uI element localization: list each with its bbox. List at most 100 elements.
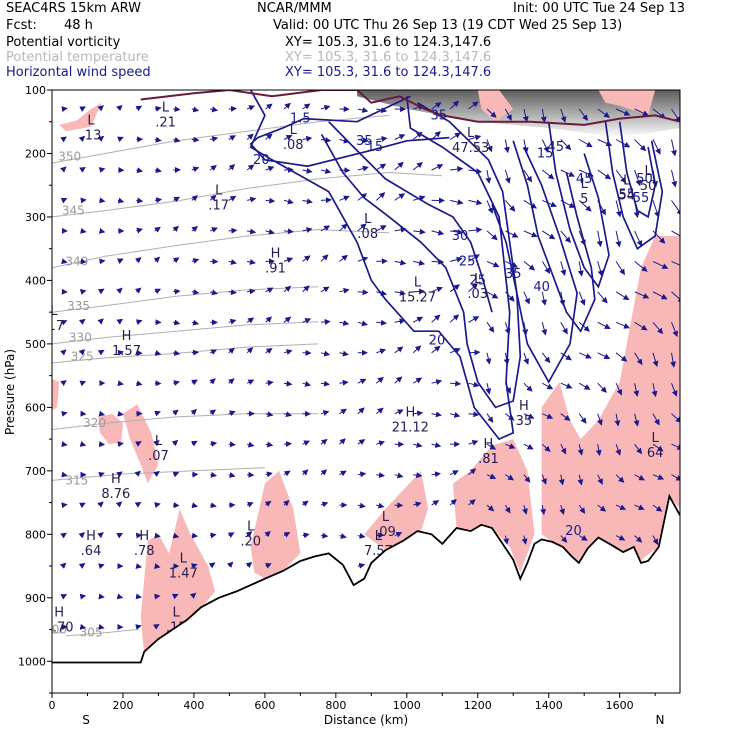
marker-type: L xyxy=(644,164,652,179)
wind-vector xyxy=(486,200,494,214)
pv-shade-region xyxy=(98,413,123,445)
x-tick-label: 800 xyxy=(325,699,346,712)
wind-vector xyxy=(577,474,584,486)
wind-vector xyxy=(523,169,533,183)
wind-vector xyxy=(60,136,67,143)
wind-vector xyxy=(245,561,253,569)
wind-vector xyxy=(542,413,554,419)
wind-vector xyxy=(302,532,310,539)
wind-vector xyxy=(246,133,254,140)
wind-vector xyxy=(376,472,385,479)
theta-contour-label: 335 xyxy=(67,299,90,313)
wind-vector xyxy=(154,136,162,143)
wind-vector xyxy=(265,228,275,235)
marker-type: L xyxy=(247,520,255,535)
wind-vector xyxy=(135,532,143,539)
pv-shade-region xyxy=(364,470,429,551)
wind-vector xyxy=(375,192,386,201)
wind-vector xyxy=(136,227,143,234)
pv-extremum-marker: H7.70 xyxy=(52,605,74,635)
wind-vector xyxy=(468,227,483,234)
marker-type: L xyxy=(364,212,372,227)
marker-type: L xyxy=(581,177,589,192)
marker-type: L xyxy=(623,174,631,189)
marker-value: .17 xyxy=(208,198,229,213)
wind-vector xyxy=(578,504,586,514)
wind-vector xyxy=(597,382,607,393)
x-tick-label: 600 xyxy=(254,699,275,712)
pv-extremum-marker: L.17 xyxy=(52,304,64,334)
wind-vector xyxy=(153,440,160,447)
wind-vector xyxy=(339,379,349,386)
wind-vector xyxy=(485,169,492,184)
wind-vector xyxy=(189,592,197,599)
wind-vector xyxy=(560,535,568,543)
wind-vector xyxy=(522,504,528,515)
wind-speed-contour xyxy=(512,140,596,333)
wind-vector xyxy=(116,593,124,600)
wind-vector xyxy=(542,199,557,208)
wind-vector xyxy=(302,198,313,205)
wind-vector xyxy=(301,469,309,476)
wind-vector xyxy=(60,197,68,204)
wind-vector xyxy=(412,377,423,384)
wind-vector xyxy=(78,135,86,143)
marker-value: 50 xyxy=(640,179,657,194)
wind-vector xyxy=(394,289,406,296)
contour-label: 15 xyxy=(537,146,554,161)
wind-vector xyxy=(503,535,510,545)
field-theta-name: Potential temperature xyxy=(6,50,149,65)
wind-vector xyxy=(485,352,492,365)
marker-value: .81 xyxy=(478,452,499,467)
wind-vector xyxy=(633,413,640,427)
wind-vector xyxy=(652,504,663,512)
pv-extremum-marker: L.21 xyxy=(155,101,176,131)
marker-value: 35 xyxy=(516,414,533,429)
wind-vector xyxy=(61,106,68,113)
center-name: NCAR/MMM xyxy=(257,1,332,16)
y-tick-label: 800 xyxy=(25,528,46,541)
x-end-label-south: S xyxy=(82,713,90,727)
wind-vector xyxy=(265,103,273,110)
wind-vector xyxy=(228,472,236,478)
y-tick-label: 400 xyxy=(25,274,46,287)
wind-vector xyxy=(652,535,659,545)
y-axis-title: Pressure (hPa) xyxy=(3,349,17,435)
wind-vector xyxy=(117,410,124,417)
wind-vector xyxy=(357,471,367,478)
wind-vector xyxy=(264,530,271,538)
pv-shade-region xyxy=(477,90,514,122)
wind-vector xyxy=(578,321,590,332)
wind-vector xyxy=(542,230,556,240)
pv-extremum-marker: H35 xyxy=(516,399,533,429)
wind-vector xyxy=(431,229,445,236)
wind-vector xyxy=(136,197,144,204)
wind-vector xyxy=(97,105,104,112)
wind-vector xyxy=(670,352,677,368)
wind-vector xyxy=(115,501,123,508)
wind-vector xyxy=(560,108,567,123)
marker-type: H xyxy=(54,605,64,620)
theta-contour-label: 315 xyxy=(65,473,88,487)
wind-vector xyxy=(154,197,163,204)
wind-vector xyxy=(117,197,125,204)
y-tick-label: 600 xyxy=(25,401,46,414)
wind-vector xyxy=(228,135,236,141)
wind-vector xyxy=(61,258,68,265)
marker-value: 64 xyxy=(647,446,664,461)
contour-label: 55 xyxy=(633,191,650,206)
wind-vector xyxy=(97,318,104,325)
contour-label: 1.5 xyxy=(290,112,311,127)
wind-vector xyxy=(652,321,664,335)
wind-vector xyxy=(98,227,106,234)
theta-contour xyxy=(52,229,390,269)
wind-vector xyxy=(228,227,238,234)
wind-vector xyxy=(172,225,179,232)
wind-vector xyxy=(320,104,331,111)
marker-value: .78 xyxy=(134,544,155,559)
field-pv-xy: XY= 105.3, 31.6 to 124.3,147.6 xyxy=(285,35,492,50)
wind-vector xyxy=(597,108,611,118)
theta-contour xyxy=(52,171,443,218)
marker-value: 8.76 xyxy=(101,487,130,502)
